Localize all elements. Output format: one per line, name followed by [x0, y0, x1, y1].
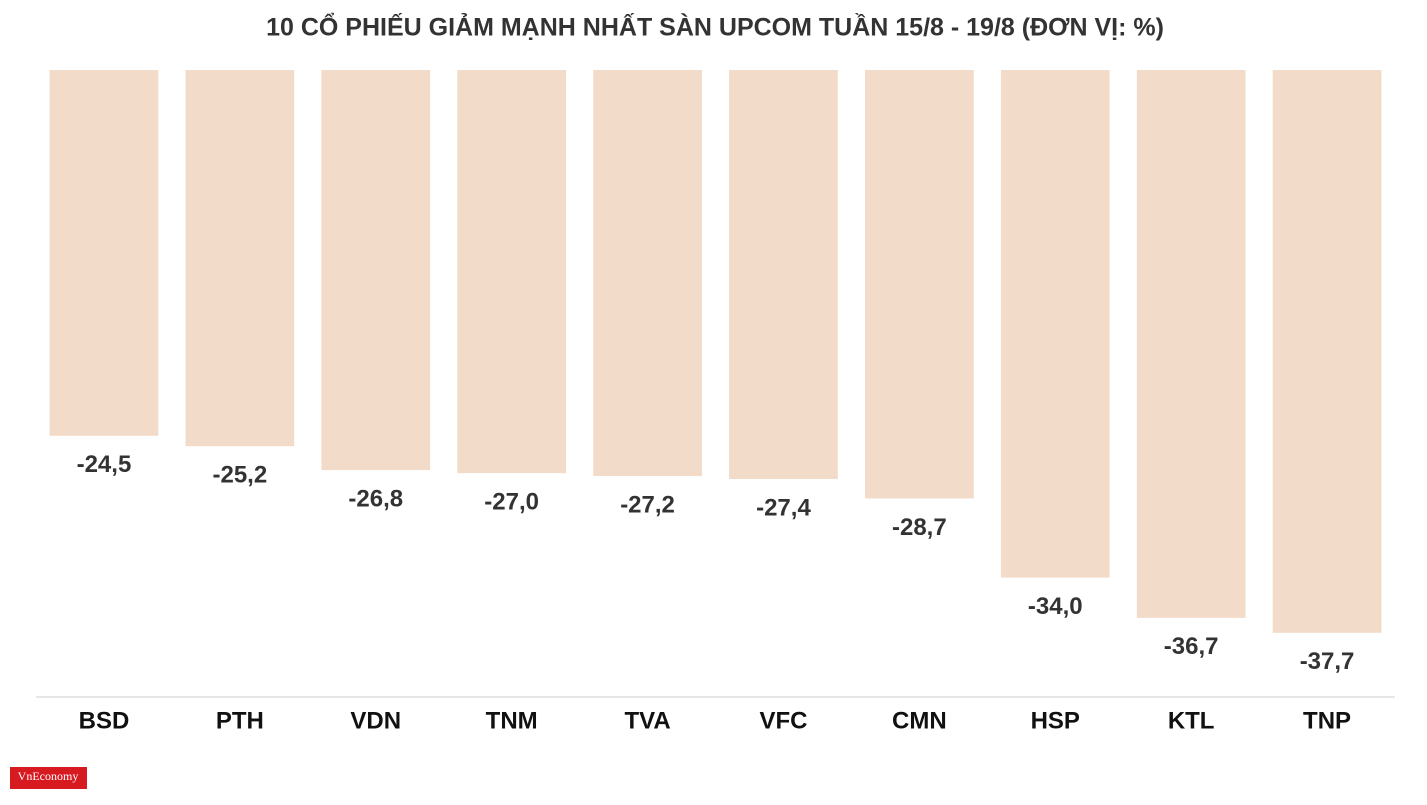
chart-title: 10 CỔ PHIẾU GIẢM MẠNH NHẤT SÀN UPCOM TUẦ… [266, 12, 1164, 42]
value-label: -27,4 [756, 494, 811, 521]
value-label: -28,7 [892, 514, 947, 541]
value-label: -25,2 [212, 462, 267, 489]
bar [457, 70, 567, 474]
bar [321, 70, 431, 471]
bar [864, 70, 974, 499]
x-tick-label: CMN [892, 707, 947, 734]
value-label: -37,7 [1300, 648, 1355, 675]
value-label: -24,5 [77, 451, 132, 478]
x-tick-label: TNM [486, 707, 538, 734]
value-label: -26,8 [348, 485, 403, 512]
x-tick-label: PTH [216, 707, 264, 734]
bar [593, 70, 702, 477]
bar [1136, 70, 1246, 618]
x-tick-label: VFC [759, 707, 807, 734]
x-tick-label: TVA [624, 707, 670, 734]
bar [1272, 70, 1382, 633]
value-label: -27,2 [620, 491, 675, 518]
bar [729, 70, 838, 480]
bar [1000, 70, 1110, 578]
x-tick-label: VDN [350, 707, 401, 734]
logo: VnEconomy [10, 767, 87, 789]
value-label: -34,0 [1028, 593, 1083, 620]
x-tick-label: TNP [1303, 707, 1351, 734]
x-tick-label: HSP [1031, 707, 1080, 734]
value-label: -27,0 [484, 488, 539, 515]
x-tick-label: BSD [79, 707, 130, 734]
logo-background [10, 767, 87, 789]
bar [49, 70, 159, 436]
logo-text: VnEconomy [18, 769, 79, 783]
x-tick-label: KTL [1168, 707, 1215, 734]
bar [185, 70, 295, 447]
value-label: -36,7 [1164, 633, 1219, 660]
